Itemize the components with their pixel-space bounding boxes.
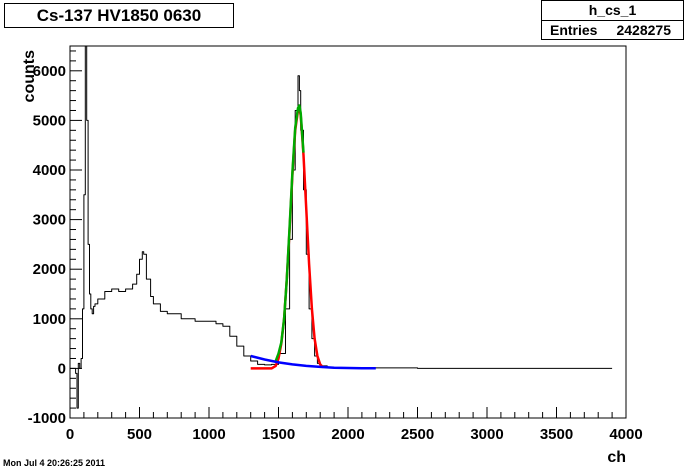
x-tick-label: 0 <box>66 426 74 443</box>
stats-entries-value: 2428275 <box>616 22 671 38</box>
x-tick-label: 2500 <box>401 426 434 443</box>
x-axis-label: ch <box>607 449 626 466</box>
y-tick-label: 3000 <box>33 212 66 229</box>
fit-curve-2 <box>274 104 305 362</box>
y-tick-label: -1000 <box>28 410 66 427</box>
x-tick-label: 4000 <box>609 426 642 443</box>
plot-frame <box>69 45 627 419</box>
y-axis: -1000 0 1000 2000 3000 4000 5000 6000 <box>28 50 82 427</box>
y-tick-label: 1000 <box>33 311 66 328</box>
stats-entries-row: Entries 2428275 <box>542 21 683 40</box>
stats-histogram-name: h_cs_1 <box>542 2 683 21</box>
stats-box: h_cs_1 Entries 2428275 <box>541 0 684 40</box>
x-tick-label: 1000 <box>192 426 225 443</box>
y-tick-label: 4000 <box>33 162 66 179</box>
y-tick-label: 5000 <box>33 112 66 129</box>
y-tick-label: 2000 <box>33 261 66 278</box>
stats-entries-label: Entries <box>550 22 598 38</box>
x-tick-label: 3000 <box>470 426 503 443</box>
series-layer <box>70 45 613 409</box>
x-axis: 0 500 1000 1500 2000 2500 3000 3500 4000 <box>66 407 643 443</box>
y-tick-label: 6000 <box>33 63 66 80</box>
x-tick-label: 500 <box>127 426 152 443</box>
x-tick-label: 3500 <box>540 426 573 443</box>
histogram-series <box>70 45 613 409</box>
timestamp: Mon Jul 4 20:26:25 2011 <box>3 458 106 468</box>
y-axis-label: counts <box>21 50 38 103</box>
x-tick-label: 1500 <box>262 426 295 443</box>
chart-title-box: Cs-137 HV1850 0630 <box>4 3 234 28</box>
chart-title: Cs-137 HV1850 0630 <box>36 6 202 25</box>
x-tick-label: 2000 <box>331 426 364 443</box>
y-tick-label: 0 <box>58 360 66 377</box>
fit-curve-3 <box>250 354 376 370</box>
